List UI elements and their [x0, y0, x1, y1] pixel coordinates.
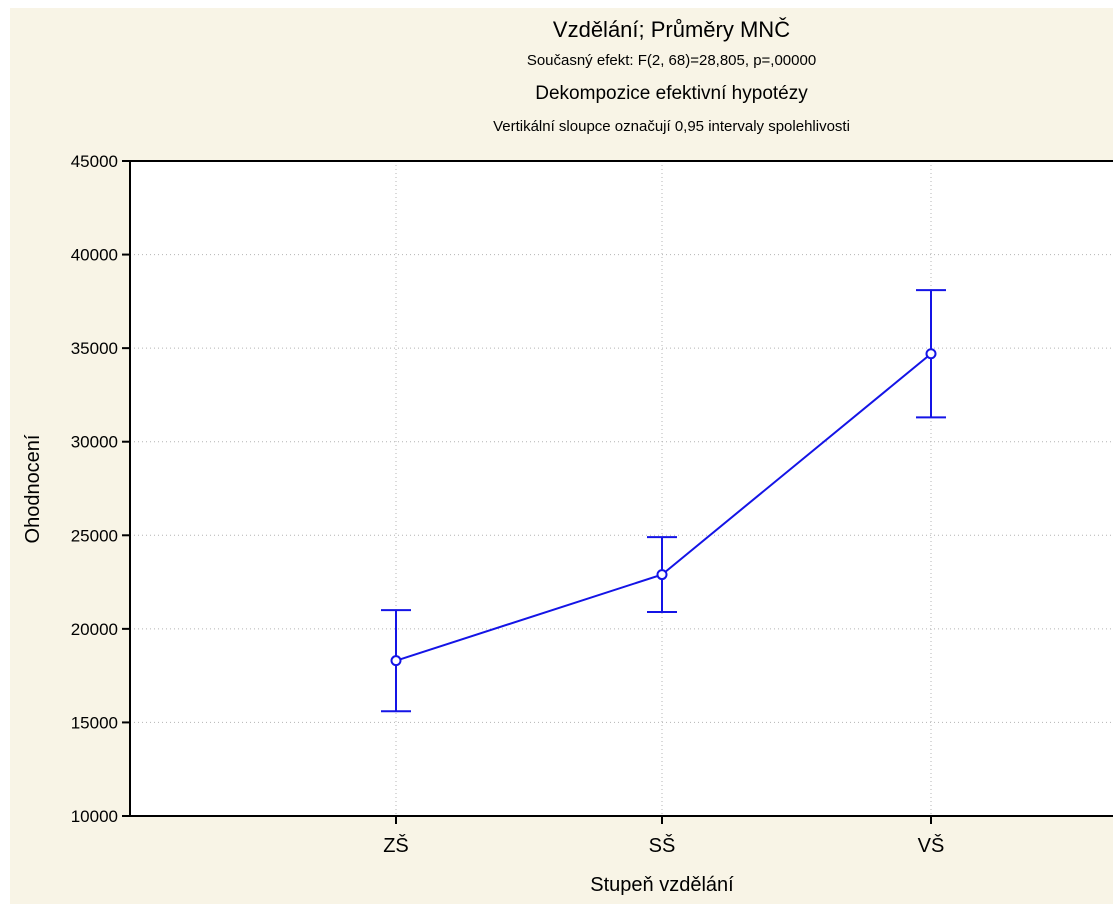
y-tick-label: 30000 [71, 433, 118, 452]
data-layer [381, 289, 946, 713]
y-tick-label: 10000 [71, 807, 118, 826]
chart-subtitle-decomposition: Dekompozice efektivní hypotézy [535, 83, 808, 104]
x-tick-label: ZŠ [383, 834, 409, 857]
y-tick-label: 20000 [71, 620, 118, 639]
chart-subtitle-ci-note: Vertikální sloupce označují 0,95 interva… [493, 118, 850, 135]
y-tick-label: 45000 [71, 152, 118, 171]
y-tick-label: 40000 [71, 246, 118, 265]
plot-area [130, 161, 1113, 816]
y-tick-label: 35000 [71, 339, 118, 358]
x-tick-label: VŠ [918, 834, 945, 857]
x-tick-label: SŠ [649, 834, 676, 857]
y-tick-label: 15000 [71, 713, 118, 732]
chart-subtitle-effect: Současný efekt: F(2, 68)=28,805, p=,0000… [526, 52, 817, 69]
data-point [925, 348, 937, 360]
axes: 10000 15000 20000 25000 30000 35000 40000 45000… [71, 152, 1113, 857]
x-axis-label: Stupeň vzdělání [590, 874, 734, 896]
chart-title: Vzdělání; Průměry MNČ [552, 17, 791, 42]
y-tick-label: 25000 [71, 526, 118, 545]
data-point [656, 569, 668, 581]
data-point [390, 655, 402, 667]
axis-frame [129, 160, 1113, 817]
y-axis-label: Ohodnocení [22, 434, 44, 543]
